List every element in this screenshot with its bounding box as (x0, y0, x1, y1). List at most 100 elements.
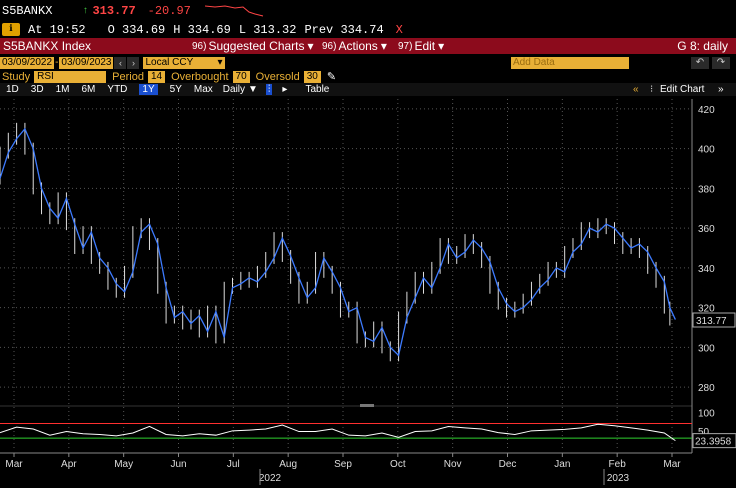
y-tick-label: 300 (698, 343, 715, 354)
year-label: 2023 (607, 473, 630, 484)
price-line (0, 127, 676, 357)
quote-line: S5BANKX ↑ 313.77 -20.97 (0, 4, 736, 18)
timeframe-1m[interactable]: 1M (55, 84, 70, 95)
timeframe-1d[interactable]: 1D (6, 84, 19, 95)
rsi-tick-label: 50 (698, 427, 710, 438)
month-label: Apr (61, 459, 77, 470)
price-chart[interactable]: 280 300 320 340 360 380 400 420 313.77 100 5023.3… (0, 97, 736, 488)
prev-value: Prev 334.74 (304, 22, 384, 37)
month-label: Mar (663, 459, 681, 470)
edit-label: Edit (414, 39, 436, 53)
timeframe-5y[interactable]: 5Y (169, 84, 182, 95)
ticker-symbol[interactable]: S5BANKX (2, 4, 53, 18)
high-value: H 334.69 (173, 22, 231, 37)
month-label: Oct (390, 459, 406, 470)
month-label: Feb (609, 459, 627, 470)
security-title[interactable]: S5BANKX Index (3, 39, 92, 53)
month-label: May (114, 459, 133, 470)
timeframe-list: 1D 3D 1M 6M YTD 1Y 5Y Max (0, 84, 219, 95)
daily-select[interactable]: Daily (222, 84, 246, 95)
timeframe-3d[interactable]: 3D (30, 84, 44, 95)
timeframe-1y[interactable]: 1Y (139, 84, 158, 95)
redo-icon[interactable]: ↷ (712, 56, 730, 69)
study-select[interactable]: RSI (34, 70, 107, 83)
settings-icon[interactable]: ⁝ (650, 84, 654, 95)
overbought-label: Overbought (171, 70, 229, 83)
timeframe-bar: 1D 3D 1M 6M YTD 1Y 5Y Max Daily ▼ ⫶ ▸ Table « ⁝… (0, 83, 736, 96)
sparkline-icon (204, 5, 263, 17)
rsi-last-label: 23.3958 (695, 437, 732, 448)
price-grid (0, 99, 692, 449)
currency-dropdown-icon[interactable]: ▾ (215, 56, 226, 69)
y-tick-label: 420 (698, 105, 715, 116)
prev-range-icon[interactable]: ‹ (114, 56, 127, 69)
panel-resize-handle (360, 404, 374, 407)
timeframe-ytd[interactable]: YTD (107, 84, 128, 95)
month-label: Aug (279, 459, 297, 470)
graph-label[interactable]: G 8: daily (677, 39, 728, 53)
y-tick-label: 340 (698, 264, 715, 275)
suggested-charts-number: 96) (192, 40, 207, 52)
collapse-right-icon[interactable]: » (718, 84, 724, 95)
pencil-icon[interactable]: ✎ (326, 71, 337, 83)
rsi-line (0, 423, 676, 442)
month-label: Dec (499, 459, 517, 470)
main-toolbar: S5BANKX Index 96) Suggested Charts ▾ 96)… (0, 38, 736, 54)
dropdown-icon: ▾ (438, 39, 445, 53)
study-label: Study (2, 70, 31, 83)
collapse-icon[interactable]: « (633, 84, 639, 95)
edit-button[interactable]: 97) Edit ▾ (398, 39, 444, 53)
more-icon[interactable]: ▸ (282, 84, 288, 95)
chart-type-icon[interactable]: ⫶ (265, 84, 273, 95)
price-series (0, 122, 676, 362)
actions-number: 96) (322, 40, 337, 52)
month-label: Jul (227, 459, 240, 470)
price-change: -20.97 (147, 4, 191, 18)
y-tick-label: 320 (698, 304, 715, 315)
undo-icon[interactable]: ↶ (691, 56, 709, 69)
realtime-icon: ℹ (2, 23, 20, 36)
date-range-bar: 03/09/2022 - 03/09/2023 ‹ › Local CCY ▾ … (0, 56, 736, 69)
suggested-charts-label: Suggested Charts (208, 39, 305, 53)
edit-chart-button[interactable]: Edit Chart (660, 84, 705, 95)
oversold-field[interactable]: 30 (303, 70, 321, 83)
timeframe-6m[interactable]: 6M (81, 84, 96, 95)
dropdown-icon[interactable]: ▼ (248, 84, 258, 95)
next-range-icon[interactable]: › (127, 56, 140, 69)
last-price: 313.77 (92, 4, 136, 18)
currency-select[interactable]: Local CCY (143, 56, 216, 69)
ohlc-line: ℹ At 19:52 O 334.69 H 334.69 L 313.32 Pr… (0, 22, 736, 37)
study-bar: Study RSI Period 14 Overbought 70 Overso… (0, 70, 736, 83)
history-nav: ↶ ↷ (688, 56, 730, 69)
open-value: O 334.69 (107, 22, 166, 37)
y-tick-label: 400 (698, 145, 715, 156)
low-value: L 313.32 (238, 22, 297, 37)
table-button[interactable]: Table (305, 84, 330, 95)
at-time: At 19:52 (28, 22, 86, 37)
period-field[interactable]: 14 (147, 70, 166, 83)
time-axis: Mar Apr May Jun Jul Aug Sep Oct Nov Dec Jan Feb Mar 2… (0, 452, 692, 485)
year-label: 2022 (259, 473, 282, 484)
timeframe-max[interactable]: Max (193, 84, 213, 95)
rsi-tick-label: 100 (698, 409, 715, 420)
dropdown-icon: ▾ (307, 39, 314, 53)
start-date-field[interactable]: 03/09/2022 (0, 56, 55, 69)
close-icon[interactable]: X (395, 22, 403, 37)
overbought-field[interactable]: 70 (232, 70, 250, 83)
price-axis: 280 300 320 340 360 380 400 420 313.77 (691, 99, 736, 453)
month-label: Jun (170, 459, 186, 470)
end-date-field[interactable]: 03/09/2023 (59, 56, 114, 69)
suggested-charts-button[interactable]: 96) Suggested Charts ▾ (192, 39, 314, 53)
month-label: Mar (5, 459, 23, 470)
period-label: Period (112, 70, 144, 83)
dropdown-icon: ▾ (380, 39, 387, 53)
month-label: Sep (334, 459, 352, 470)
add-data-field[interactable]: Add Data (511, 56, 629, 69)
actions-button[interactable]: 96) Actions ▾ (322, 39, 387, 53)
last-price-label: 313.77 (696, 316, 727, 327)
up-arrow-icon: ↑ (82, 5, 89, 17)
y-tick-label: 280 (698, 383, 715, 394)
last-price-box (692, 312, 736, 328)
oversold-label: Oversold (255, 70, 300, 83)
